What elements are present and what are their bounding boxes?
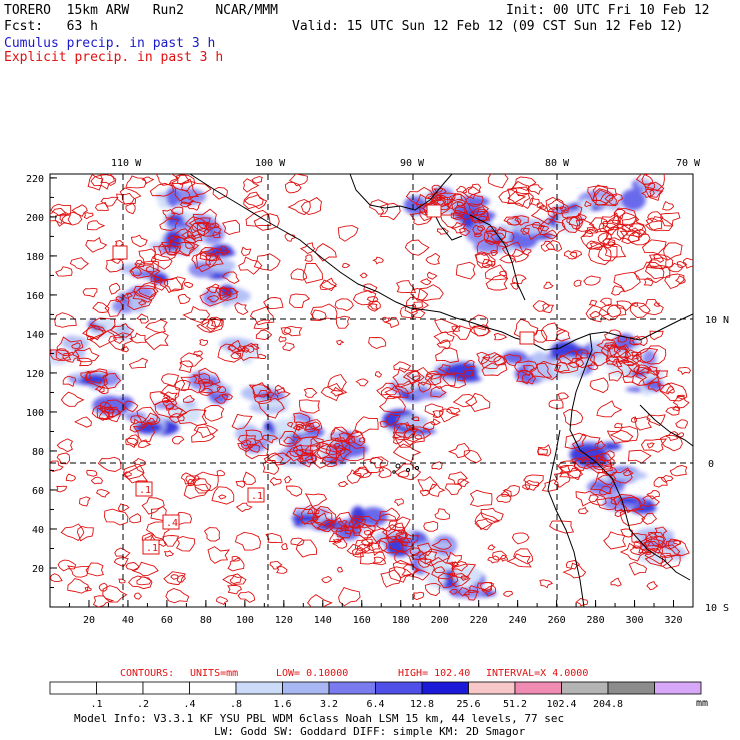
colorbar-cell (514, 681, 562, 695)
model-title: TORERO 15km ARW Run2 NCAR/MMM (4, 3, 278, 18)
x-tick-label: 240 (509, 615, 527, 626)
colorbar-cell (328, 681, 376, 695)
y-tick-label: 60 (32, 486, 44, 497)
x-tick-label: 60 (161, 615, 173, 626)
y-tick-label: 180 (26, 252, 44, 263)
lon-label-70w: 70 W (676, 158, 701, 169)
y-tick-label: 220 (26, 174, 44, 185)
colorbar-label: 102.4 (546, 699, 576, 710)
model-info: Model Info: V3.3.1 KF YSU PBL WDM 6class… (74, 712, 564, 725)
x-axis: 20 40 60 80 100 120 140 160 180 200 220 240 260 280 30… (68, 600, 694, 626)
colorbar-cell (142, 681, 190, 695)
colorbar-cell (235, 681, 283, 695)
colorbar-cell (189, 681, 237, 695)
box-label-2: .1 (251, 491, 263, 502)
colorbar: .1 .2 .4 .8 1.6 3.2 6.4 12.8 25.6 51.2 102.4 204.8 (49, 681, 702, 710)
x-tick-label: 300 (626, 615, 644, 626)
colorbar-label: 3.2 (320, 699, 338, 710)
contour-high: HIGH= 102.40 (398, 668, 470, 679)
contour-interval: INTERVAL=X 4.0000 (486, 668, 588, 679)
colorbar-label: .1 (90, 699, 102, 710)
valid-time: Valid: 15 UTC Sun 12 Feb 12 (09 CST Sun … (292, 19, 684, 34)
x-tick-label: 80 (200, 615, 212, 626)
y-tick-label: 80 (32, 447, 44, 458)
y-tick-label: 160 (26, 291, 44, 302)
y-tick-label: 100 (26, 408, 44, 419)
contour-low: LOW= 0.10000 (276, 668, 348, 679)
x-tick-label: 200 (431, 615, 449, 626)
box-label-1: .1 (139, 485, 151, 496)
colorbar-cell (96, 681, 144, 695)
lon-label-80w: 80 W (545, 158, 570, 169)
y-tick-label: 200 (26, 213, 44, 224)
x-tick-label: 280 (587, 615, 605, 626)
box-label-4: .1 (146, 543, 158, 554)
x-tick-label: 220 (470, 615, 488, 626)
colorbar-label: .2 (137, 699, 149, 710)
contour-label: CONTOURS: (120, 668, 174, 679)
x-tick-label: 140 (314, 615, 332, 626)
lon-label-110w: 110 W (111, 158, 142, 169)
x-tick-label: 120 (275, 615, 293, 626)
colorbar-label: 51.2 (503, 699, 527, 710)
lon-label-100w: 100 W (255, 158, 286, 169)
y-axis: 20 40 60 80 100 120 140 160 180 200 220 (26, 174, 57, 588)
cumulus-legend: Cumulus precip. in past 3 h (4, 36, 216, 51)
colorbar-cell (654, 681, 702, 695)
coastline (189, 174, 693, 607)
y-tick-label: 20 (32, 564, 44, 575)
x-tick-label: 40 (122, 615, 134, 626)
colorbar-cell (421, 681, 469, 695)
latlon-grid (50, 174, 693, 607)
colorbar-label: 12.8 (410, 699, 434, 710)
physics-info: LW: Godd SW: Goddard DIFF: simple KM: 2D… (214, 725, 526, 738)
colorbar-cell (468, 681, 516, 695)
x-tick-label: 260 (548, 615, 566, 626)
colorbar-label: 204.8 (593, 699, 623, 710)
init-time: Init: 00 UTC Fri 10 Feb 12 (506, 3, 710, 18)
y-tick-label: 140 (26, 330, 44, 341)
box-label-3: .4 (166, 518, 178, 529)
colorbar-label: .4 (183, 699, 195, 710)
colorbar-cell (607, 681, 655, 695)
colorbar-cell (282, 681, 330, 695)
x-tick-label: 160 (353, 615, 371, 626)
colorbar-label: .8 (230, 699, 242, 710)
x-tick-label: 100 (236, 615, 254, 626)
colorbar-label: 6.4 (366, 699, 384, 710)
x-tick-label: 20 (83, 615, 95, 626)
explicit-legend: Explicit precip. in past 3 h (4, 50, 224, 65)
colorbar-label: 25.6 (456, 699, 480, 710)
x-tick-label: 180 (392, 615, 410, 626)
lat-label-10s: 10 S (705, 603, 729, 614)
y-tick-label: 40 (32, 525, 44, 536)
y-tick-label: 120 (26, 369, 44, 380)
colorbar-cell (49, 681, 97, 695)
lat-label-0: 0 (708, 459, 714, 470)
colorbar-label: 1.6 (273, 699, 291, 710)
lon-label-90w: 90 W (400, 158, 425, 169)
x-tick-label: 320 (664, 615, 682, 626)
colorbar-cell (375, 681, 423, 695)
explicit-contours (50, 174, 693, 607)
contour-units: UNITS=mm (190, 668, 238, 679)
colorbar-unit: mm (696, 698, 708, 709)
contour-label-boxes (112, 204, 535, 555)
lat-label-10n: 10 N (705, 315, 729, 326)
colorbar-cell (561, 681, 609, 695)
forecast-hour: Fcst: 63 h (4, 19, 98, 34)
